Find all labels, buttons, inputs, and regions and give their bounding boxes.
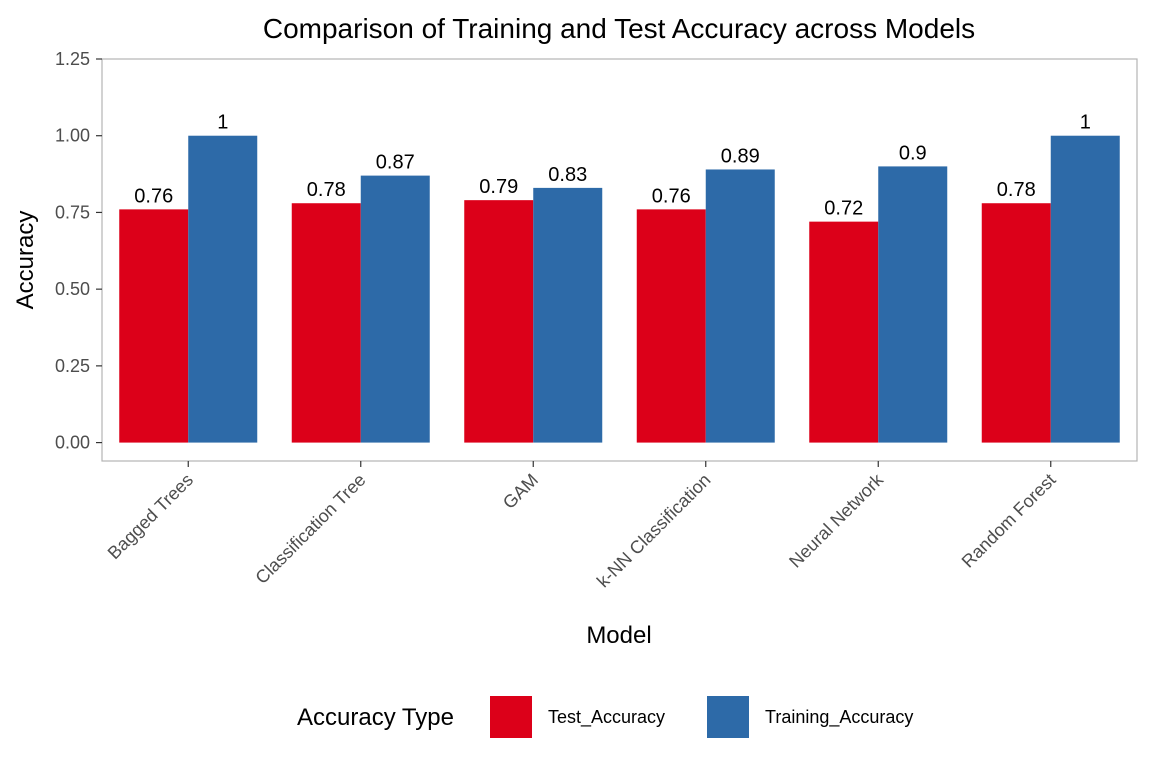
y-tick-label-1: 0.25: [55, 356, 90, 376]
plot-panel: [101, 58, 1138, 462]
x-tick-label-k-nn-classification: k-NN Classification: [593, 470, 715, 592]
legend-swatch-test-accuracy: [490, 696, 532, 738]
data-label-test-accuracy-k-nn-classification: 0.76: [652, 185, 691, 207]
legend-swatch-training-accuracy: [707, 696, 749, 738]
bar-test-accuracy-gam: [464, 200, 534, 443]
bars: [119, 135, 1120, 443]
data-label-test-accuracy-random-forest: 0.78: [997, 179, 1036, 201]
data-label-training-accuracy-random-forest: 1: [1080, 112, 1091, 134]
legend: Accuracy Type Test_Accuracy Training_Acc…: [297, 696, 913, 738]
bar-training-accuracy-neural-network: [878, 166, 948, 443]
bar-training-accuracy-gam: [533, 187, 603, 443]
data-label-training-accuracy-k-nn-classification: 0.89: [721, 145, 760, 167]
data-label-training-accuracy-classification-tree: 0.87: [376, 152, 415, 174]
y-tick-label-2: 0.50: [55, 279, 90, 299]
data-label-training-accuracy-neural-network: 0.9: [899, 142, 927, 164]
bar-test-accuracy-classification-tree: [291, 203, 361, 443]
x-tick-label-gam: GAM: [499, 470, 542, 513]
y-tick-label-3: 0.75: [55, 202, 90, 222]
y-tick-label-0: 0.00: [55, 433, 90, 453]
x-tick-label-neural-network: Neural Network: [785, 469, 888, 572]
legend-label-test-accuracy: Test_Accuracy: [548, 707, 665, 728]
legend-label-training-accuracy: Training_Accuracy: [765, 707, 913, 728]
bar-training-accuracy-bagged-trees: [188, 135, 258, 443]
data-label-test-accuracy-gam: 0.79: [479, 176, 518, 198]
bar-training-accuracy-random-forest: [1050, 135, 1120, 443]
x-axis: Bagged Trees Classification Tree GAM k-NN C…: [104, 461, 1060, 591]
x-tick-label-bagged-trees: Bagged Trees: [104, 470, 197, 563]
chart-title: Comparison of Training and Test Accuracy…: [263, 13, 975, 44]
y-tick-label-4: 1.00: [55, 126, 90, 146]
y-tick-label-5: 1.25: [55, 49, 90, 69]
data-label-test-accuracy-bagged-trees: 0.76: [134, 185, 173, 207]
x-axis-title: Model: [586, 622, 651, 649]
x-tick-label-random-forest: Random Forest: [958, 470, 1060, 572]
y-axis: 0.00 0.25 0.50 0.75 1.00 1.25: [55, 49, 102, 453]
bar-training-accuracy-k-nn-classification: [705, 169, 775, 443]
bar-test-accuracy-bagged-trees: [119, 209, 189, 443]
data-label-training-accuracy-gam: 0.83: [548, 164, 587, 186]
x-tick-label-classification-tree: Classification Tree: [251, 470, 369, 588]
bar-test-accuracy-k-nn-classification: [636, 209, 706, 443]
data-label-training-accuracy-bagged-trees: 1: [217, 112, 228, 134]
bar-test-accuracy-random-forest: [981, 203, 1051, 443]
data-label-test-accuracy-neural-network: 0.72: [824, 198, 863, 220]
data-labels: 0.76 1 0.78 0.87 0.79 0.83 0.76 0.89 0.72 0.9 0.78…: [134, 112, 1091, 220]
data-label-test-accuracy-classification-tree: 0.78: [307, 179, 346, 201]
legend-title: Accuracy Type: [297, 704, 454, 731]
bar-test-accuracy-neural-network: [809, 221, 879, 443]
bar-training-accuracy-classification-tree: [360, 175, 430, 443]
y-axis-title: Accuracy: [12, 211, 39, 310]
